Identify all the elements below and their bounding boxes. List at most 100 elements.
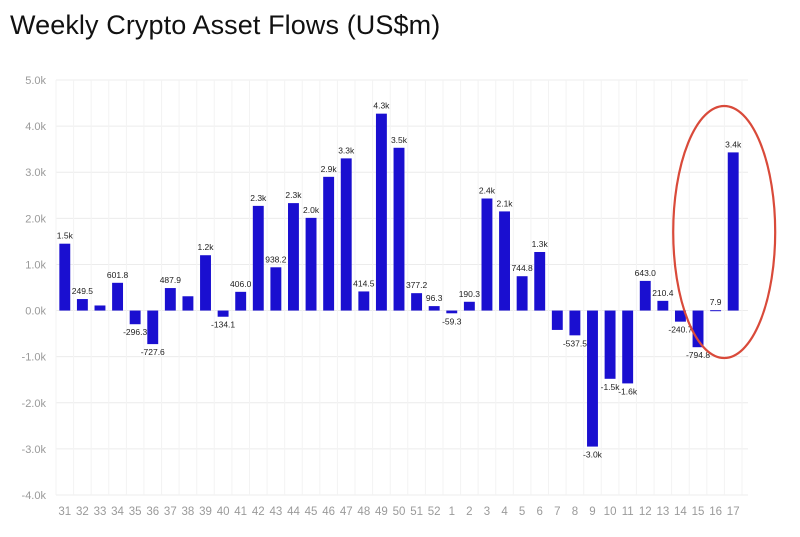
bar-week-52 — [428, 306, 440, 311]
x-tick-label: 39 — [199, 506, 212, 518]
data-label: 1.2k — [197, 242, 214, 252]
data-label: 3.5k — [391, 135, 408, 145]
data-label: 210.4 — [652, 288, 674, 298]
data-label: 744.8 — [511, 263, 533, 273]
bar-week-14 — [674, 310, 686, 322]
data-label: 3.4k — [725, 139, 742, 149]
bar-week-32 — [76, 299, 88, 311]
bar-week-13 — [657, 300, 669, 311]
x-tick-label: 42 — [252, 506, 265, 518]
x-tick-label: 16 — [709, 506, 722, 518]
data-label: 406.0 — [230, 279, 252, 289]
x-tick-label: 6 — [537, 506, 543, 518]
bar-week-49 — [375, 113, 387, 311]
bar-week-43 — [270, 267, 282, 311]
bar-week-33 — [94, 305, 106, 311]
data-label: -296.3 — [123, 327, 147, 337]
data-label: 249.5 — [72, 286, 94, 296]
x-tick-label: 47 — [340, 506, 353, 518]
x-tick-label: 7 — [554, 506, 560, 518]
x-axis-ticks: 31 32 33 34 35 36 37 38 39 40 41 42 43 44 45 46 47 48 49 50… — [58, 506, 739, 518]
data-labels: 1.5k 249.5 601.8 -296.3 -727.6 487.9 1.2k -134.… — [57, 101, 742, 460]
y-tick-label: -2.0k — [22, 398, 47, 410]
bar-week-41 — [235, 291, 247, 311]
y-tick-label: 2.0k — [25, 213, 46, 225]
x-tick-label: 48 — [357, 506, 370, 518]
x-tick-label: 31 — [58, 506, 71, 518]
bar-week-9 — [587, 310, 598, 447]
data-label: 2.4k — [479, 186, 496, 196]
x-tick-label: 35 — [129, 506, 142, 518]
y-axis-ticks: 5.0k 4.0k 3.0k 2.0k 1.0k 0.0k -1.0k -2.0k -3.0k -… — [22, 75, 47, 502]
x-tick-label: 38 — [182, 506, 195, 518]
data-label: 643.0 — [635, 268, 657, 278]
data-label: 4.3k — [373, 101, 390, 111]
bar-week-34 — [112, 282, 124, 311]
x-tick-label: 8 — [572, 506, 578, 518]
x-tick-label: 41 — [234, 506, 247, 518]
x-tick-label: 12 — [639, 506, 652, 518]
bar-week-11 — [622, 310, 634, 384]
bar-week-39 — [200, 255, 211, 311]
x-tick-label: 36 — [146, 506, 159, 518]
bar-week-44 — [288, 203, 299, 311]
x-tick-label: 3 — [484, 506, 490, 518]
data-label: -794.8 — [686, 350, 710, 360]
highlight-ellipse — [672, 104, 777, 360]
x-tick-label: 5 — [519, 506, 525, 518]
gridlines — [55, 79, 748, 496]
x-tick-label: 50 — [393, 506, 406, 518]
y-tick-label: -3.0k — [22, 444, 47, 456]
bar-week-7 — [551, 310, 563, 330]
x-tick-label: 1 — [449, 506, 455, 518]
data-label: -3.0k — [583, 450, 603, 460]
data-label: -134.1 — [211, 320, 235, 330]
x-tick-label: 2 — [466, 506, 472, 518]
data-label: 2.3k — [285, 190, 302, 200]
bar-week-50 — [393, 147, 405, 311]
data-label: -59.3 — [442, 316, 462, 326]
data-label: 377.2 — [406, 280, 428, 290]
data-label: -727.6 — [141, 347, 165, 357]
x-tick-label: 34 — [111, 506, 124, 518]
bar-week-42 — [252, 205, 264, 311]
x-tick-label: 37 — [164, 506, 177, 518]
x-tick-label: 4 — [501, 506, 508, 518]
data-label: 2.3k — [250, 193, 267, 203]
bar-week-8 — [569, 310, 581, 336]
data-label: 1.3k — [532, 239, 549, 249]
data-label: 1.5k — [57, 231, 74, 241]
bars — [59, 113, 739, 447]
annotations — [672, 104, 777, 360]
x-tick-label: 9 — [589, 506, 595, 518]
bar-week-4 — [499, 211, 510, 311]
bar-week-45 — [305, 217, 317, 311]
data-label: 2.9k — [321, 164, 338, 174]
bar-week-17 — [727, 152, 739, 311]
x-tick-label: 33 — [94, 506, 107, 518]
x-tick-label: 10 — [604, 506, 617, 518]
data-label: 3.3k — [338, 145, 355, 155]
y-tick-label: 1.0k — [25, 259, 46, 271]
bar-week-47 — [340, 158, 352, 311]
bar-week-2 — [463, 301, 475, 311]
bar-week-10 — [604, 310, 616, 379]
bar-week-37 — [164, 288, 176, 311]
y-tick-label: 5.0k — [25, 75, 46, 87]
data-label: 190.3 — [459, 289, 481, 299]
data-label: 487.9 — [160, 275, 182, 285]
bar-week-1 — [446, 310, 458, 314]
y-tick-label: -1.0k — [22, 352, 47, 364]
data-label: 2.0k — [303, 205, 320, 215]
bar-week-48 — [358, 291, 370, 311]
bar-week-31 — [59, 243, 71, 311]
data-label: 938.2 — [265, 254, 287, 264]
data-label: -537.5 — [563, 338, 587, 348]
data-label: -240.7 — [668, 325, 692, 335]
x-tick-label: 44 — [287, 506, 300, 518]
bar-week-6 — [534, 251, 546, 311]
x-tick-label: 13 — [656, 506, 669, 518]
y-tick-label: 4.0k — [25, 121, 46, 133]
bar-week-3 — [481, 198, 493, 311]
